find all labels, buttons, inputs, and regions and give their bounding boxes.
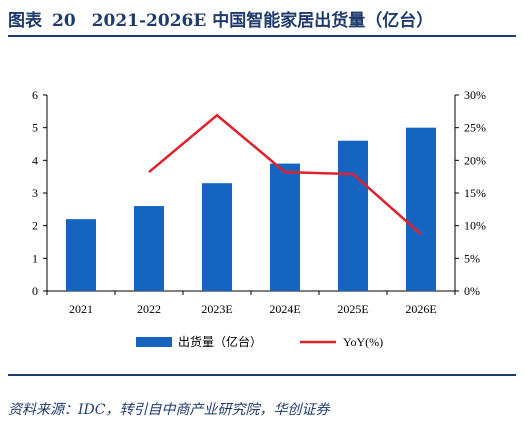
chart-axes: 0 1 2 3 4 5 6 0% 5% 10% 15% 20% 25% 30% 2021 2022 2023E 2… (32, 88, 486, 316)
chart-legend: 出货量（亿台） YoY(%) (136, 334, 383, 349)
right-tick-label: 0% (464, 284, 480, 298)
left-tick-label: 3 (32, 186, 38, 200)
left-tick-label: 6 (32, 88, 38, 102)
right-tick-label: 10% (464, 219, 486, 233)
right-tick-label: 20% (464, 153, 486, 167)
right-tick-label: 30% (464, 88, 486, 102)
legend-bar-label: 出货量（亿台） (178, 334, 262, 349)
right-tick-label: 5% (464, 251, 480, 265)
left-tick-label: 1 (32, 251, 38, 265)
bar-2023E (202, 183, 232, 291)
bar-2022 (134, 206, 164, 291)
x-tick-label: 2022 (137, 302, 161, 316)
left-tick-label: 5 (32, 121, 38, 135)
x-tick-label: 2026E (405, 302, 436, 316)
x-tick-label: 2024E (269, 302, 300, 316)
chart-title: 2021-2026E 中国智能家居出货量（亿台） (91, 11, 434, 31)
x-tick-label: 2021 (69, 302, 93, 316)
yoy-line (148, 113, 422, 236)
left-tick-label: 0 (32, 284, 38, 298)
x-tick-label: 2025E (337, 302, 368, 316)
figure-label: 图表 (8, 11, 42, 31)
right-tick-label: 25% (464, 121, 486, 135)
chart-area: 0 1 2 3 4 5 6 0% 5% 10% 15% 20% 25% 30% 2021 2022 2023E 2… (32, 88, 486, 349)
bar-2024E (270, 163, 300, 291)
legend-line-label: YoY(%) (343, 335, 383, 349)
source-note: 资料来源：IDC，转引自中商产业研究院，华创证券 (8, 402, 330, 418)
x-tick-label: 2023E (201, 302, 232, 316)
left-tick-label: 2 (32, 219, 38, 233)
bar-2021 (66, 219, 96, 291)
yoy-series (148, 113, 422, 236)
right-tick-label: 15% (464, 186, 486, 200)
left-tick-label: 4 (32, 153, 38, 167)
source-rule (8, 374, 516, 376)
legend-bar-swatch (136, 337, 172, 347)
title-rule (8, 35, 516, 37)
bar-2026E (406, 127, 436, 292)
figure-number: 20 (52, 11, 76, 31)
bar-2025E (338, 140, 368, 291)
bar-series (66, 127, 436, 292)
figure-title: 图表 20 2021-2026E 中国智能家居出货量（亿台） (8, 6, 433, 31)
